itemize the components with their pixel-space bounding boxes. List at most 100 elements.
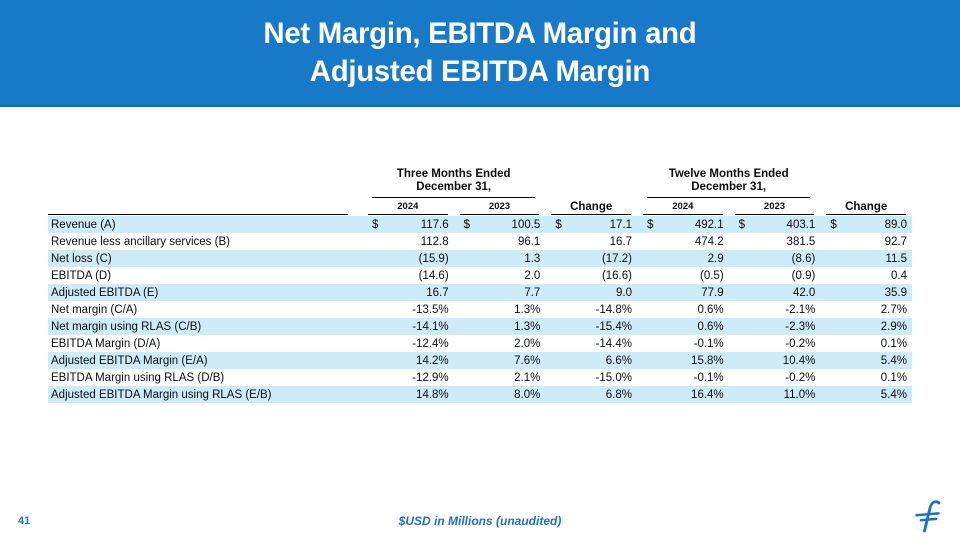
slide-title: Net Margin, EBITDA Margin and Adjusted E…	[263, 15, 696, 91]
cell-value: 92.7	[820, 236, 912, 248]
cell-number: -2.1%	[785, 303, 816, 316]
cell-value: -14.4%	[545, 338, 637, 350]
cell-value: 6.6%	[545, 355, 637, 367]
cell-value: -13.5%	[362, 304, 454, 316]
group-header-three-months: Three Months Ended December 31,	[372, 168, 536, 198]
cell-number: 8.0%	[514, 388, 541, 401]
cell-number: 381.5	[786, 235, 816, 248]
cell-value: $100.5	[454, 219, 546, 231]
table-row: Adjusted EBITDA Margin (E/A) 14.2% 7.6% 6.6…	[48, 352, 912, 369]
table-row: Net margin using RLAS (C/B) -14.1% 1.3% -15…	[48, 318, 912, 335]
cell-value: -14.8%	[545, 304, 637, 316]
cell-number: 2.9%	[880, 320, 907, 333]
cell-value: 1.3%	[454, 304, 546, 316]
cell-value: -2.1%	[729, 304, 821, 316]
cell-value: 14.2%	[362, 355, 454, 367]
table-column-header-row: 2024 2023 Change 2024 2023 Change	[48, 199, 912, 215]
label-column-underline	[48, 199, 348, 215]
row-label: EBITDA Margin using RLAS (D/B)	[51, 371, 225, 384]
cell-number: 492.1	[694, 218, 724, 231]
group-header-twelve-months: Twelve Months Ended December 31,	[646, 168, 811, 198]
footnote: $USD in Millions (unaudited)	[398, 514, 562, 528]
column-header-2023-12mo: 2023	[734, 199, 815, 215]
cell-number: -0.1%	[693, 337, 724, 350]
column-header-2024-12mo: 2024	[642, 199, 723, 215]
cell-number: 16.7	[609, 235, 632, 248]
cell-number: (15.9)	[418, 252, 449, 265]
cell-value: 14.8%	[362, 389, 454, 401]
cell-number: 2.1%	[514, 371, 541, 384]
cell-number: 5.4%	[880, 388, 907, 401]
cell-number: -0.2%	[785, 337, 816, 350]
cell-value: 9.0	[545, 287, 637, 299]
cell-number: 1.3	[524, 252, 541, 265]
cell-value: 16.7	[362, 287, 454, 299]
row-label: Revenue (A)	[51, 218, 116, 231]
cell-value: -0.2%	[729, 338, 821, 350]
cell-value: 5.4%	[820, 389, 912, 401]
cell-number: 11.0%	[783, 388, 816, 401]
cell-number: 42.0	[792, 286, 816, 299]
table-row: EBITDA (D) (14.6) 2.0 (16.6) (0.5) (0.9) 0.4	[48, 267, 912, 284]
cell-value: 0.1%	[820, 372, 912, 384]
cell-value: 8.0%	[454, 389, 546, 401]
currency-symbol: $	[738, 218, 746, 231]
cell-number: -2.3%	[785, 320, 816, 333]
cell-value: 0.6%	[637, 304, 729, 316]
row-label: Net margin using RLAS (C/B)	[51, 320, 202, 333]
cell-number: 9.0	[615, 286, 632, 299]
cell-value: 2.7%	[820, 304, 912, 316]
cell-number: 35.9	[884, 286, 907, 299]
cell-value: 2.1%	[454, 372, 546, 384]
cell-number: 0.4	[890, 269, 907, 282]
cell-number: 2.0%	[514, 337, 541, 350]
slide-title-line1: Net Margin, EBITDA Margin and	[263, 16, 697, 50]
cell-number: -14.4%	[595, 337, 632, 350]
cell-value: 77.9	[637, 287, 729, 299]
table-row: Adjusted EBITDA (E) 16.7 7.7 9.0 77.9 42.0 35.…	[48, 284, 912, 301]
currency-symbol: $	[372, 218, 379, 231]
cell-number: 16.4%	[691, 388, 724, 401]
row-label: Revenue less ancillary services (B)	[51, 235, 230, 248]
cell-number: 0.1%	[880, 337, 907, 350]
cell-value: 7.6%	[454, 355, 546, 367]
cell-value: 5.4%	[820, 355, 912, 367]
cell-value: (16.6)	[545, 270, 637, 282]
cell-number: -13.5%	[412, 303, 449, 316]
company-f-logo	[915, 500, 941, 533]
cell-value: $89.0	[820, 219, 912, 231]
currency-symbol: $	[555, 218, 562, 231]
cell-value: 0.1%	[820, 338, 912, 350]
cell-value: 2.0%	[454, 338, 546, 350]
group-header-spacer	[48, 168, 362, 198]
cell-number: 0.1%	[880, 371, 907, 384]
cell-number: 7.6%	[514, 354, 541, 367]
cell-number: 92.7	[884, 235, 907, 248]
cell-value: -0.1%	[637, 338, 729, 350]
group-header-line: Twelve Months Ended	[668, 168, 789, 180]
table-row: Net loss (C) (15.9) 1.3 (17.2) 2.9 (8.6) 11.5	[48, 250, 912, 267]
title-banner: Net Margin, EBITDA Margin and Adjusted E…	[0, 0, 960, 107]
currency-symbol: $	[463, 218, 471, 231]
table-row: Adjusted EBITDA Margin using RLAS (E/B) 1…	[48, 386, 912, 403]
cell-number: (8.6)	[791, 252, 816, 265]
cell-number: (14.6)	[418, 269, 449, 282]
cell-value: (17.2)	[545, 253, 637, 265]
cell-number: 17.1	[609, 218, 632, 231]
cell-value: 11.5	[820, 253, 912, 265]
cell-number: 89.0	[884, 218, 907, 231]
cell-number: -15.0%	[595, 371, 632, 384]
cell-value: 0.4	[820, 270, 912, 282]
cell-value: -15.4%	[545, 321, 637, 333]
cell-number: 7.7	[524, 286, 541, 299]
cell-number: (17.2)	[601, 252, 632, 265]
cell-value: 7.7	[454, 287, 546, 299]
table-row: Revenue (A) $117.6 $100.5 $17.1 $492.1 $403.1…	[48, 216, 912, 233]
group-header-line: December 31,	[691, 181, 767, 193]
cell-number: 6.8%	[605, 388, 632, 401]
column-header-change-12mo: Change	[826, 199, 906, 215]
currency-symbol: $	[646, 218, 654, 231]
row-label: Net margin (C/A)	[51, 303, 138, 316]
cell-number: -0.2%	[785, 371, 816, 384]
